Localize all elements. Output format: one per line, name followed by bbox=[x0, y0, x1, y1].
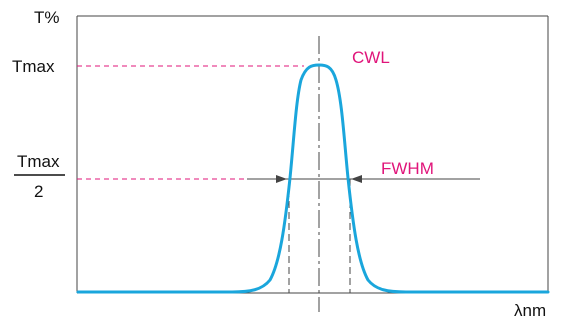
fwhm-label: FWHM bbox=[381, 159, 434, 178]
fwhm-right-arrowhead bbox=[351, 175, 362, 183]
half-max-numerator-label: Tmax bbox=[17, 152, 60, 171]
x-axis-title: λnm bbox=[514, 301, 546, 320]
y-axis-title: T% bbox=[34, 8, 60, 27]
tmax-label: Tmax bbox=[12, 57, 55, 76]
fwhm-marker bbox=[247, 175, 480, 183]
cwl-label: CWL bbox=[352, 48, 390, 67]
half-max-denominator-label: 2 bbox=[34, 182, 43, 201]
axes bbox=[76, 15, 549, 294]
transmission-curve bbox=[76, 63, 550, 294]
fwhm-left-arrowhead bbox=[276, 175, 287, 183]
